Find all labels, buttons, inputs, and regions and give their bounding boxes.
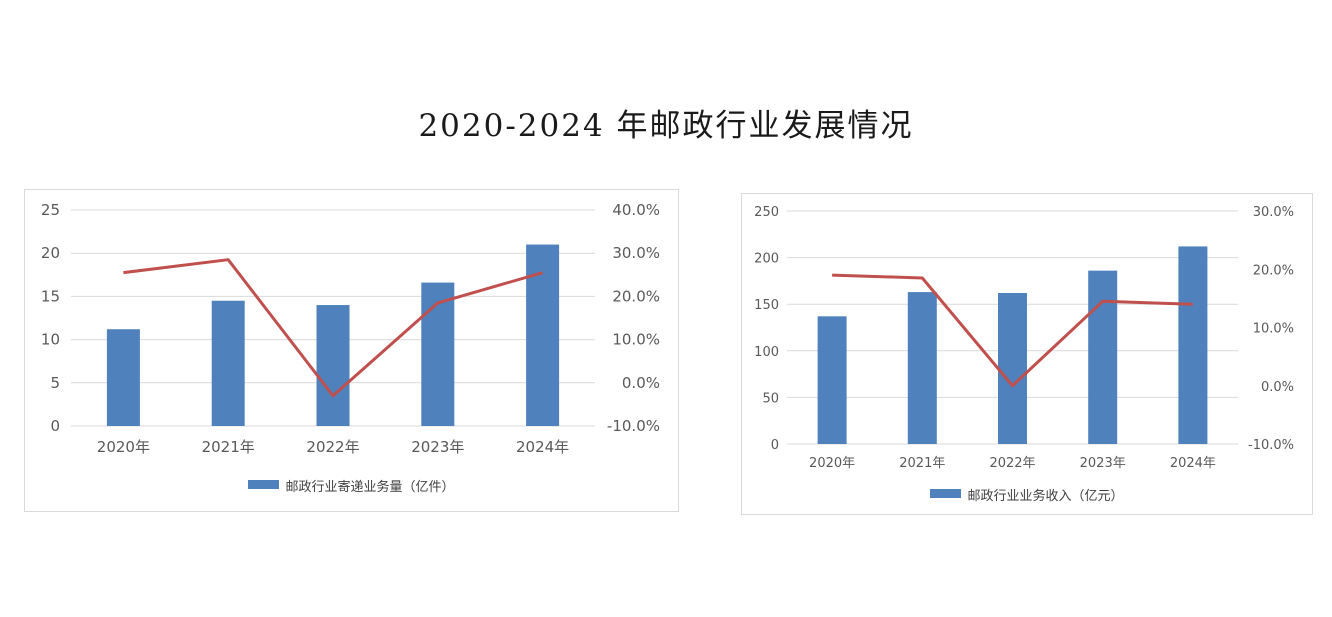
bar <box>998 293 1027 444</box>
x-tick-label: 2022年 <box>306 438 359 456</box>
y-left-tick-label: 10 <box>41 331 60 349</box>
page-title: 2020-2024 年邮政行业发展情况 <box>418 108 914 144</box>
x-tick-label: 2023年 <box>411 438 464 456</box>
bar <box>421 282 455 426</box>
x-tick-label: 2023年 <box>1080 456 1126 471</box>
y-left-tick-label: 0 <box>50 417 60 435</box>
x-tick-label: 2020年 <box>809 456 855 471</box>
y-right-tick-label: -10.0% <box>1248 438 1294 453</box>
y-right-tick-label: 30.0% <box>612 244 660 262</box>
legend-swatch <box>248 480 280 489</box>
x-tick-label: 2021年 <box>899 456 945 471</box>
y-left-tick-label: 100 <box>754 345 779 360</box>
y-right-tick-label: 30.0% <box>1253 205 1294 220</box>
bar <box>907 292 937 444</box>
y-left-tick-label: 200 <box>754 252 779 267</box>
y-right-tick-label: 40.0% <box>612 201 660 219</box>
bar <box>817 316 847 444</box>
bar <box>211 300 245 426</box>
bar <box>1088 270 1118 444</box>
bar <box>316 305 350 426</box>
y-right-tick-label: 10.0% <box>612 331 660 349</box>
y-left-tick-label: 15 <box>41 287 60 305</box>
chart-panel-revenue: 250 200 150 100 50 0 30.0% 20.0% 10.0% 0.0% -10.0%… <box>741 193 1313 515</box>
y-right-tick-label: 20.0% <box>612 287 660 305</box>
chart-panel-volume: 25 20 15 10 5 0 40.0% 30.0% 20.0% 10.0% 0.0% -10.0%… <box>24 189 679 512</box>
chart-volume-plot: 25 20 15 10 5 0 40.0% 30.0% 20.0% 10.0% 0.0% -10.0%… <box>41 201 660 456</box>
legend-swatch <box>930 489 962 498</box>
chart-legend: 邮政行业寄递业务量（亿件） <box>25 476 678 495</box>
y-right-tick-label: 10.0% <box>1253 322 1294 337</box>
x-tick-label: 2020年 <box>97 438 150 456</box>
x-tick-label: 2021年 <box>202 438 255 456</box>
y-right-tick-label: 20.0% <box>1253 263 1294 278</box>
y-left-tick-label: 250 <box>754 205 779 220</box>
y-left-tick-label: 150 <box>754 298 779 313</box>
growth-rate-line <box>832 273 1193 388</box>
bar <box>106 329 140 426</box>
y-left-tick-label: 5 <box>50 374 60 392</box>
y-left-tick-label: 25 <box>41 201 60 219</box>
y-left-tick-label: 50 <box>762 391 779 406</box>
y-left-tick-label: 20 <box>41 244 60 262</box>
legend-label: 邮政行业业务收入（亿元） <box>967 489 1124 504</box>
chart-revenue-plot: 250 200 150 100 50 0 30.0% 20.0% 10.0% 0.0% -10.0%… <box>754 205 1294 471</box>
x-tick-label: 2024年 <box>516 438 569 456</box>
y-right-tick-label: -10.0% <box>607 417 660 435</box>
bar <box>526 244 560 426</box>
y-right-tick-label: 0.0% <box>1261 380 1294 395</box>
legend-label: 邮政行业寄递业务量（亿件） <box>285 480 455 495</box>
growth-rate-line <box>123 258 544 398</box>
y-right-tick-label: 0.0% <box>622 374 660 392</box>
bar <box>1178 246 1208 444</box>
y-left-tick-label: 0 <box>771 438 779 453</box>
x-tick-label: 2024年 <box>1170 456 1216 471</box>
x-tick-label: 2022年 <box>989 456 1035 471</box>
chart-legend: 邮政行业业务收入（亿元） <box>742 485 1312 504</box>
